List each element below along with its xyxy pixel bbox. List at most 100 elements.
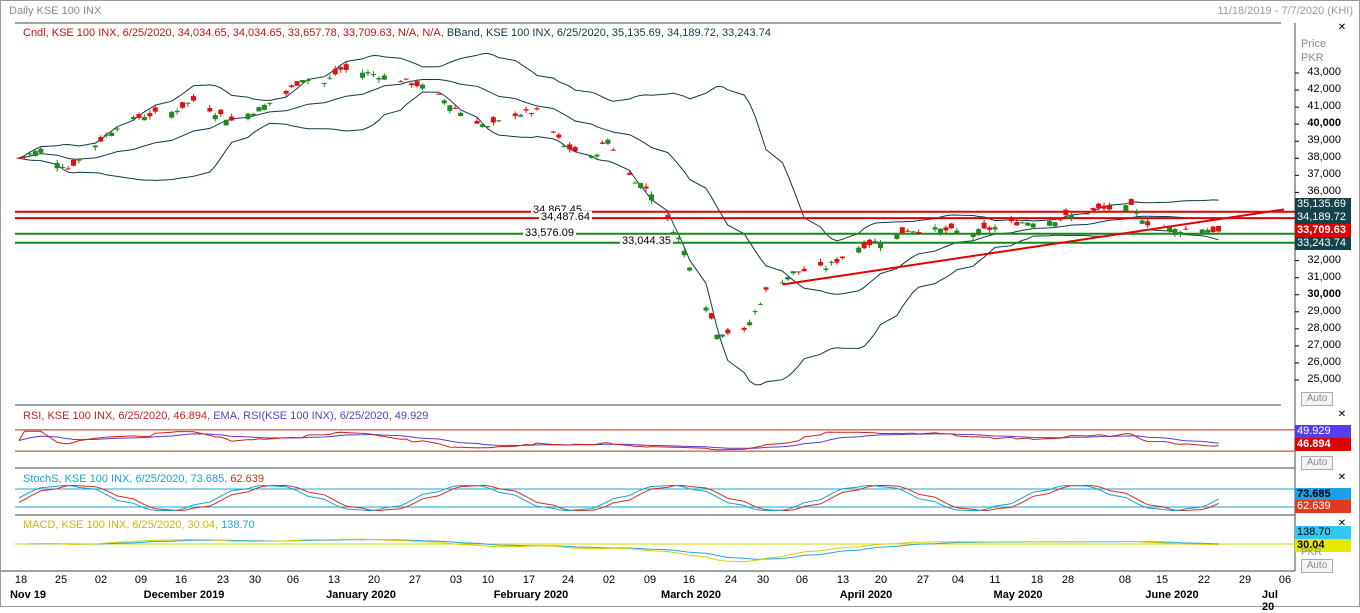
macd-tag: 30.04 (1295, 539, 1351, 552)
candle-body (599, 142, 605, 144)
x-axis-month-label: January 2020 (326, 589, 396, 601)
x-axis-day-label: 30 (248, 574, 262, 586)
trendline (782, 208, 1285, 286)
candle-body (169, 111, 175, 118)
candle-body (103, 134, 109, 136)
stoch-d-tag: 62.639 (1295, 500, 1351, 513)
x-axis-day-label: 24 (561, 574, 575, 586)
title-bar: Daily KSE 100 INX 11/18/2019 - 7/7/2020 … (1, 1, 1359, 21)
candle-body (212, 115, 218, 120)
candle-body (589, 155, 595, 158)
x-axis-day-label: 02 (602, 574, 616, 586)
candle-body (365, 72, 371, 74)
candle-body (610, 149, 616, 151)
macd-auto-button[interactable]: Auto (1301, 559, 1333, 573)
x-axis-day-label: 06 (1278, 574, 1292, 586)
time-axis[interactable]: 18 25 02 09 16 23 30 06 13 20 27 03 10 17 24 02 09 16 24 30… (1, 571, 1295, 613)
stoch-panel-close-icon[interactable]: ✕ (1337, 472, 1347, 483)
candle-body (1107, 205, 1113, 210)
price-axis-label: 26,000 (1307, 355, 1341, 368)
bband-upper-tag: 35,135.69 (1295, 198, 1351, 211)
bband-upper-line (18, 52, 1219, 242)
candle-body (441, 100, 447, 104)
candle-body (245, 113, 251, 119)
x-axis-month-label: February 2020 (493, 589, 569, 601)
x-axis-day-label: 15 (1155, 574, 1169, 586)
candle-body (681, 250, 687, 256)
candle-body (894, 233, 900, 239)
candle-body (109, 132, 115, 137)
candle-body (419, 84, 425, 89)
candle-body (1183, 228, 1189, 230)
candle-body (796, 271, 802, 273)
rsi-auto-button[interactable]: Auto (1301, 456, 1333, 470)
candle-body (485, 126, 491, 128)
last-close-tag: 33,709.63 (1295, 224, 1351, 237)
candle-body (856, 247, 862, 253)
candle-body (823, 268, 829, 270)
candle-body (1134, 211, 1140, 214)
candle-body (38, 148, 44, 153)
candle-body (708, 313, 714, 319)
macd-signal-line (19, 539, 1219, 560)
candle-body (1085, 213, 1091, 215)
bband-legend: BBand, KSE 100 INX, 6/25/2020, 35,135.69… (446, 27, 771, 39)
x-axis-day-label: 10 (481, 574, 495, 586)
price-axis-label: 29,000 (1307, 304, 1341, 317)
candle-body (360, 72, 366, 78)
candle-body (321, 83, 327, 85)
candle-body (98, 136, 104, 142)
macd-panel-close-icon[interactable]: ✕ (1337, 518, 1347, 529)
x-axis-day-label: 06 (286, 574, 300, 586)
candle-body (970, 233, 976, 237)
stoch-d-legend: 62.639 (230, 473, 264, 485)
candle-body (992, 227, 998, 230)
price-axis-unit: PKR (1301, 52, 1324, 64)
candle-body (283, 90, 289, 94)
candle-body (741, 327, 747, 330)
bband-lower-tag: 33,243.74 (1295, 237, 1351, 250)
candle-body (605, 139, 611, 144)
x-axis-month-label: June 2020 (1145, 589, 1199, 601)
candle-body (114, 128, 120, 130)
candle-body (594, 154, 600, 157)
candle-body (638, 183, 644, 188)
x-axis-day-label: 27 (408, 574, 422, 586)
candle-body (474, 120, 480, 124)
candle-body (180, 102, 186, 108)
candle-body (332, 68, 338, 75)
candle-body (218, 109, 224, 115)
price-panel-close-icon[interactable]: ✕ (1337, 22, 1347, 33)
level-label-2: 34,487.64 (539, 211, 592, 223)
x-axis-day-label: 06 (795, 574, 809, 586)
x-axis-month-label: March 2020 (661, 589, 721, 601)
candle-body (550, 131, 556, 133)
x-axis-month-label: December 2019 (143, 589, 225, 601)
x-axis-day-label: 04 (951, 574, 965, 586)
level-label-3: 33,576.09 (523, 227, 576, 239)
candle-body (414, 81, 420, 87)
candle-body (703, 307, 709, 311)
price-auto-button[interactable]: Auto (1301, 392, 1333, 406)
candle-body (376, 77, 382, 80)
candle-legend: Cndl, KSE 100 INX, 6/25/2020, 34,034.65,… (23, 27, 444, 39)
candle-body (327, 77, 333, 79)
candle-body (719, 334, 725, 337)
stoch-legend: StochS, KSE 100 INX, 6/25/2020, 73.685, … (23, 473, 264, 485)
candle-body (131, 117, 137, 120)
candle-body (289, 85, 295, 88)
macd-signal-legend-text: 138.70 (221, 519, 255, 531)
candle-body (1025, 222, 1031, 226)
candle-body (1205, 229, 1211, 233)
price-axis-label: 25,000 (1307, 373, 1341, 385)
candle-body (1128, 199, 1134, 205)
rsi-panel-close-icon[interactable]: ✕ (1337, 409, 1347, 420)
candle-body (27, 153, 33, 155)
bband-lower-line (18, 91, 1219, 386)
candle-body (632, 182, 638, 184)
price-axis-label: 42,000 (1307, 83, 1341, 96)
candle-body (490, 117, 496, 123)
candle-body (343, 64, 349, 71)
x-axis-day-label: 29 (1238, 574, 1252, 586)
